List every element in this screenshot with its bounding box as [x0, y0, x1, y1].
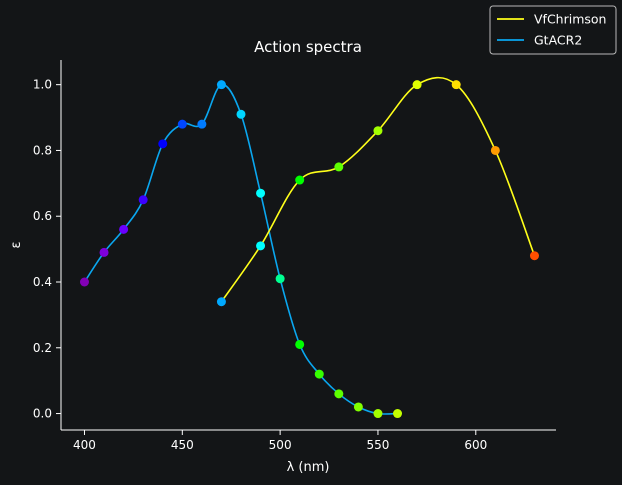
data-point-gtacr2 [197, 119, 207, 129]
data-point-gtacr2 [373, 409, 383, 419]
x-tick-label: 400 [73, 438, 96, 452]
series-line-vfchrimson [220, 76, 536, 303]
y-tick-label: 0.2 [33, 341, 52, 355]
data-point-gtacr2 [353, 402, 363, 412]
legend-label: GtACR2 [534, 33, 582, 48]
y-tick-label: 1.0 [33, 78, 52, 92]
data-point-gtacr2 [236, 109, 246, 119]
x-tick-label: 600 [464, 438, 487, 452]
data-point-gtacr2 [393, 409, 403, 419]
y-axis-label: ε [9, 241, 24, 248]
data-point-gtacr2 [216, 80, 226, 90]
data-point-vfchrimson [256, 241, 266, 251]
curves [83, 76, 536, 415]
chart-title: Action spectra [254, 38, 362, 56]
data-point-gtacr2 [177, 119, 187, 129]
legend-label: VfChrimson [534, 12, 606, 27]
y-tick-label: 0.6 [33, 209, 52, 223]
x-tick-label: 550 [367, 438, 390, 452]
x-tick-label: 450 [171, 438, 194, 452]
data-point-vfchrimson [334, 162, 344, 172]
data-point-gtacr2 [275, 274, 285, 284]
y-ticks: 0.0 0.2 0.4 0.6 0.8 1.0 [33, 78, 61, 421]
data-point-vfchrimson [529, 251, 539, 261]
x-tick-label: 500 [269, 438, 292, 452]
data-point-gtacr2 [256, 188, 266, 198]
data-point-vfchrimson [490, 145, 500, 155]
axes [60, 60, 556, 431]
y-tick-label: 0.8 [33, 143, 52, 157]
series-line-gtacr2 [83, 83, 398, 415]
data-point-gtacr2 [79, 277, 89, 287]
data-point-vfchrimson [216, 297, 226, 307]
data-points [79, 80, 539, 419]
data-point-vfchrimson [295, 175, 305, 185]
x-ticks: 400 450 500 550 600 [73, 430, 487, 452]
data-point-gtacr2 [295, 339, 305, 349]
data-point-gtacr2 [119, 224, 129, 234]
x-axis-label: λ (nm) [287, 460, 330, 475]
data-point-gtacr2 [158, 139, 168, 149]
data-point-gtacr2 [334, 389, 344, 399]
data-point-vfchrimson [373, 126, 383, 136]
data-point-gtacr2 [99, 247, 109, 257]
data-point-gtacr2 [138, 195, 148, 205]
y-tick-label: 0.0 [33, 407, 52, 421]
data-point-vfchrimson [451, 80, 461, 90]
data-point-gtacr2 [314, 369, 324, 379]
legend: VfChrimson GtACR2 [489, 5, 617, 55]
y-tick-label: 0.4 [33, 275, 52, 289]
data-point-vfchrimson [412, 80, 422, 90]
legend-frame [489, 5, 617, 55]
